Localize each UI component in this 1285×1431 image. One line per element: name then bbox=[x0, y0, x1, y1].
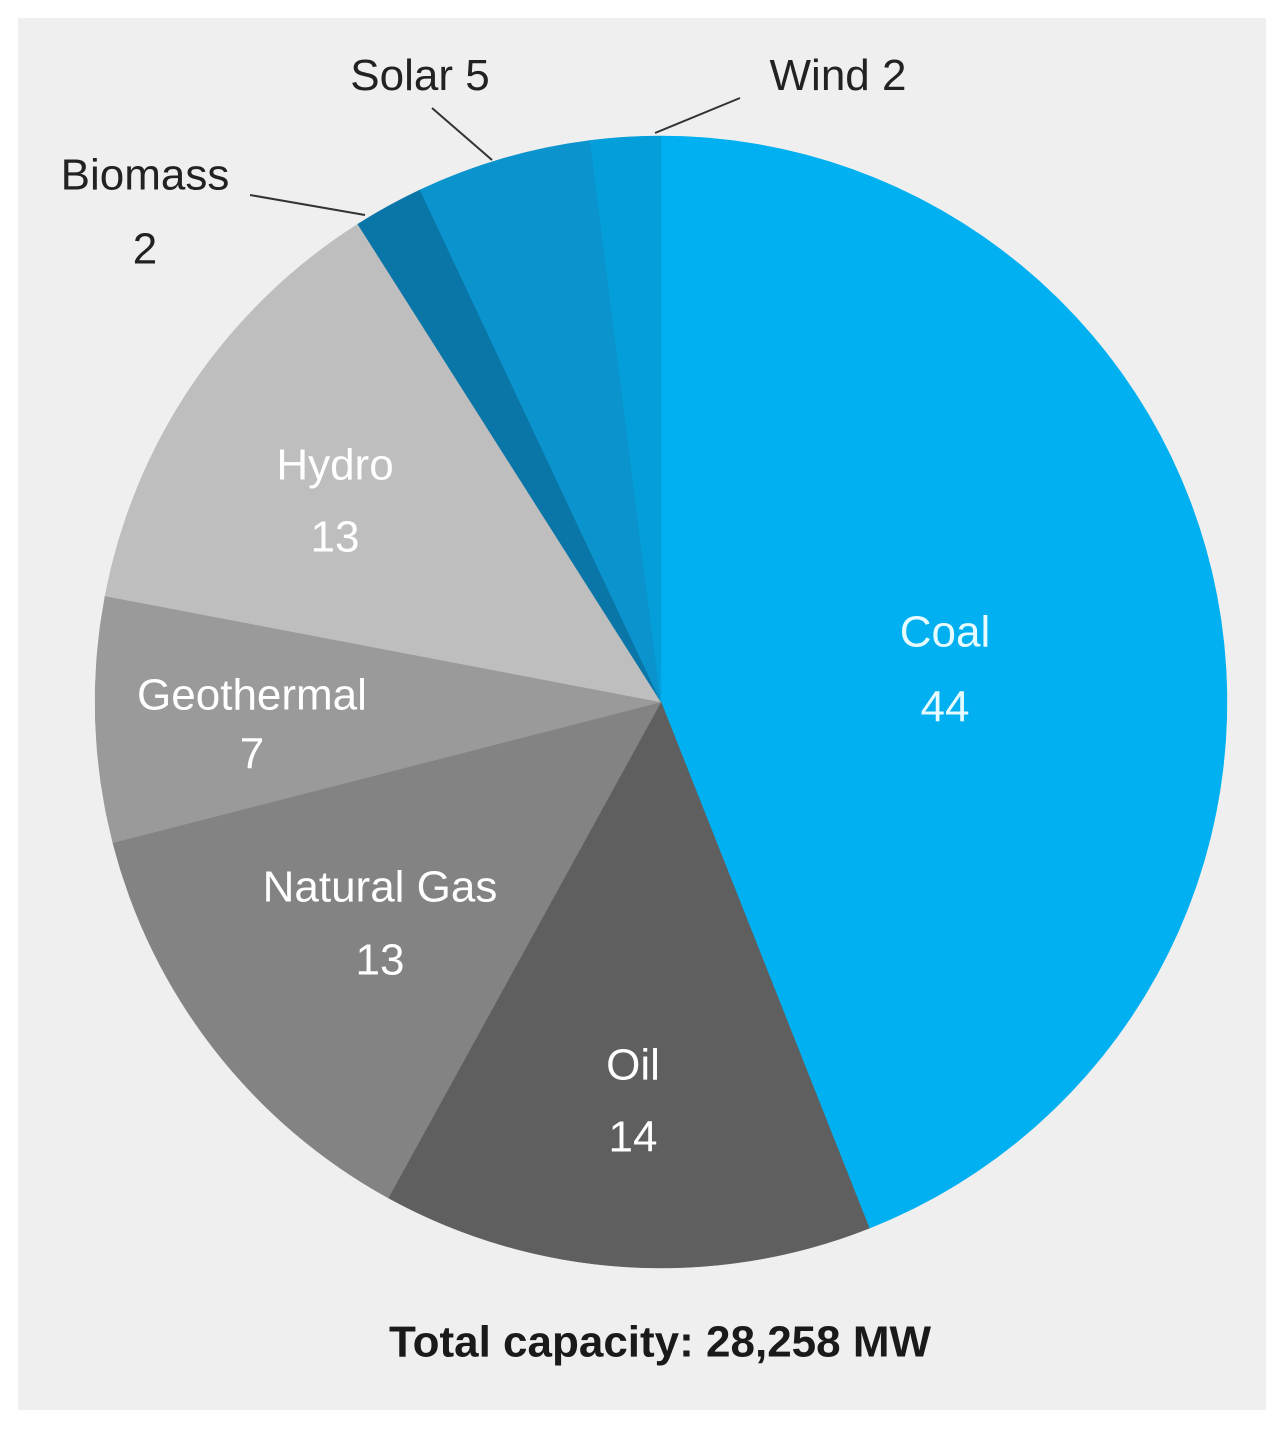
labels: Coal 44 Oil 14 Natural Gas 13 Geothermal 7 Hydro… bbox=[61, 51, 991, 1162]
slice-value: 7 bbox=[240, 730, 264, 779]
pie-slice bbox=[589, 135, 662, 703]
slice-value: 5 bbox=[465, 51, 489, 100]
leader-line bbox=[654, 97, 741, 134]
slice-label: Solar 5 bbox=[350, 51, 489, 100]
pie bbox=[94, 135, 1228, 1269]
slice-name: Wind bbox=[770, 51, 870, 100]
slice-name: Hydro bbox=[276, 441, 393, 490]
slice-name: Oil bbox=[606, 1041, 660, 1090]
leader-line bbox=[431, 107, 493, 161]
slice-name: Coal bbox=[900, 608, 991, 657]
slice-name: Geothermal bbox=[137, 671, 367, 720]
pie-slice bbox=[387, 701, 870, 1269]
pie-slice bbox=[94, 595, 662, 844]
leader-line bbox=[249, 194, 366, 216]
slice-value: 2 bbox=[133, 225, 157, 274]
pie-slice bbox=[419, 140, 662, 703]
pie-slice bbox=[112, 701, 662, 1199]
annotation: Total capacity: 28,258 MW bbox=[389, 1318, 932, 1367]
slice-name: Biomass bbox=[61, 151, 230, 200]
slice-name: Solar bbox=[350, 51, 453, 100]
slice-value: 44 bbox=[921, 683, 970, 732]
slice-value: 13 bbox=[311, 513, 360, 562]
slice-value: 14 bbox=[609, 1113, 658, 1162]
slice-name: Natural Gas bbox=[263, 863, 498, 912]
pie-slice bbox=[660, 135, 1228, 1229]
slice-value: 2 bbox=[882, 51, 906, 100]
pie-slice bbox=[104, 223, 662, 703]
slice-value: 13 bbox=[356, 936, 405, 985]
slice-label: Wind 2 bbox=[770, 51, 907, 100]
